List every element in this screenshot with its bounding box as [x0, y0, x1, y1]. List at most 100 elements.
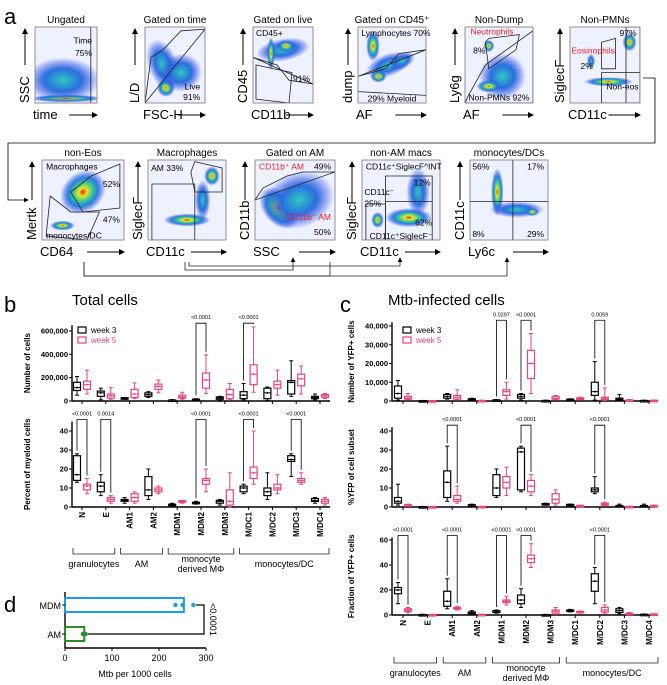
box-week5	[625, 612, 634, 616]
data-point	[181, 395, 184, 398]
gate	[384, 175, 433, 240]
legend-swatch-week5	[402, 336, 412, 344]
box-week5	[453, 485, 462, 504]
y-tick-label: 40,000	[365, 322, 388, 331]
data-point	[276, 383, 279, 386]
box-week3	[168, 502, 177, 507]
category-label: M/DC4	[645, 619, 654, 644]
gate-label: 52%	[103, 179, 120, 189]
significance-bracket	[397, 535, 409, 605]
gate	[358, 91, 426, 96]
box-week3	[239, 483, 248, 495]
plot-frame	[254, 159, 336, 241]
category-label: AM	[48, 630, 62, 640]
gate-label: Non-PMNs 92%	[469, 93, 530, 103]
box-plots: Total cells 0 200,000 400,000 600,000 Number …	[23, 292, 659, 645]
significance-bracket	[520, 535, 532, 586]
y-tick-label: 30,000	[365, 340, 388, 349]
box-week3	[443, 445, 452, 502]
data-point	[603, 397, 606, 400]
gate-label: 49%	[314, 162, 331, 172]
data-point	[628, 399, 631, 402]
box-week5	[297, 365, 306, 395]
box-week3	[239, 383, 248, 401]
gate-label: 29% Myeloid	[368, 93, 417, 103]
y-axis-title: %YFP of cell subset	[347, 429, 356, 505]
gate-label: 75%	[75, 48, 92, 58]
box-week3	[263, 472, 272, 500]
data-point	[628, 505, 631, 508]
data-point	[266, 490, 269, 493]
y-tick-label: 400,000	[41, 350, 68, 359]
flow-plot-title: Macrophages	[157, 148, 218, 159]
significance-bracket	[100, 419, 112, 493]
category-label: M/DC1	[245, 511, 254, 536]
data-point	[300, 377, 303, 380]
density-cluster	[263, 170, 335, 230]
box	[225, 489, 234, 506]
gate	[145, 28, 205, 103]
category-label: AM1	[126, 511, 135, 528]
chart-title: Mtb-infected cells	[388, 292, 505, 309]
box-week5	[502, 466, 511, 497]
gate-label: 97%	[619, 28, 636, 38]
p-value-label: 0.0297	[493, 312, 510, 318]
gate-label: Macrophages	[46, 162, 98, 172]
y-tick-label: 60	[380, 536, 388, 545]
y-tick-label: 0	[384, 503, 388, 512]
box-week3	[516, 588, 526, 608]
data-point	[530, 485, 532, 488]
box-week5	[154, 485, 163, 495]
significance-bracket	[495, 535, 507, 607]
box-week3	[566, 608, 575, 613]
y-tick-label: 10,000	[365, 378, 388, 387]
gate	[151, 183, 196, 240]
data-point	[407, 609, 409, 611]
data-point	[480, 505, 483, 508]
density-layer	[35, 27, 97, 103]
data-point	[324, 394, 326, 397]
y-axis-label: L/D	[127, 83, 142, 103]
y-tick-label: 200,000	[41, 373, 68, 382]
significance-bracket	[520, 319, 532, 391]
group-bracket	[120, 548, 163, 555]
data-point	[480, 399, 483, 402]
box-week5	[273, 474, 282, 495]
box-week5	[130, 382, 139, 400]
data-point	[470, 398, 473, 401]
significance-bracket	[594, 319, 606, 385]
plot-frame	[357, 26, 427, 104]
y-axis-label: SiglecF	[552, 60, 567, 103]
box-week5	[551, 489, 560, 506]
data-point	[76, 386, 78, 389]
box-week5	[428, 613, 437, 617]
y-tick-label: 10	[380, 484, 388, 493]
x-tick-label: 100	[104, 653, 119, 663]
box-week3	[144, 391, 153, 398]
data-point	[618, 398, 621, 401]
panel-letter-c: c	[340, 292, 351, 317]
group-label: derived MΦ	[178, 564, 225, 574]
box-week5	[625, 399, 634, 402]
box	[393, 385, 403, 399]
y-axis-label: SSC	[17, 76, 32, 103]
box-week3	[191, 398, 201, 402]
gate	[465, 30, 533, 103]
data-point	[86, 485, 88, 488]
legend-swatch-week3	[77, 326, 87, 334]
group-label: granulocytes	[68, 559, 120, 569]
flow-plot-title: non-Eos	[64, 148, 101, 159]
box-week3	[120, 497, 129, 504]
significance-bracket	[88, 604, 205, 635]
data-point	[505, 600, 508, 603]
y-axis-title: Number of YFP+ cells	[347, 320, 356, 403]
gate-label: 25%	[364, 198, 381, 208]
box-week3	[492, 468, 501, 498]
y-tick-label: 40	[380, 427, 388, 436]
data-point	[456, 607, 459, 610]
box-week3	[393, 379, 403, 401]
gate-label: Eosinophils	[571, 46, 614, 56]
